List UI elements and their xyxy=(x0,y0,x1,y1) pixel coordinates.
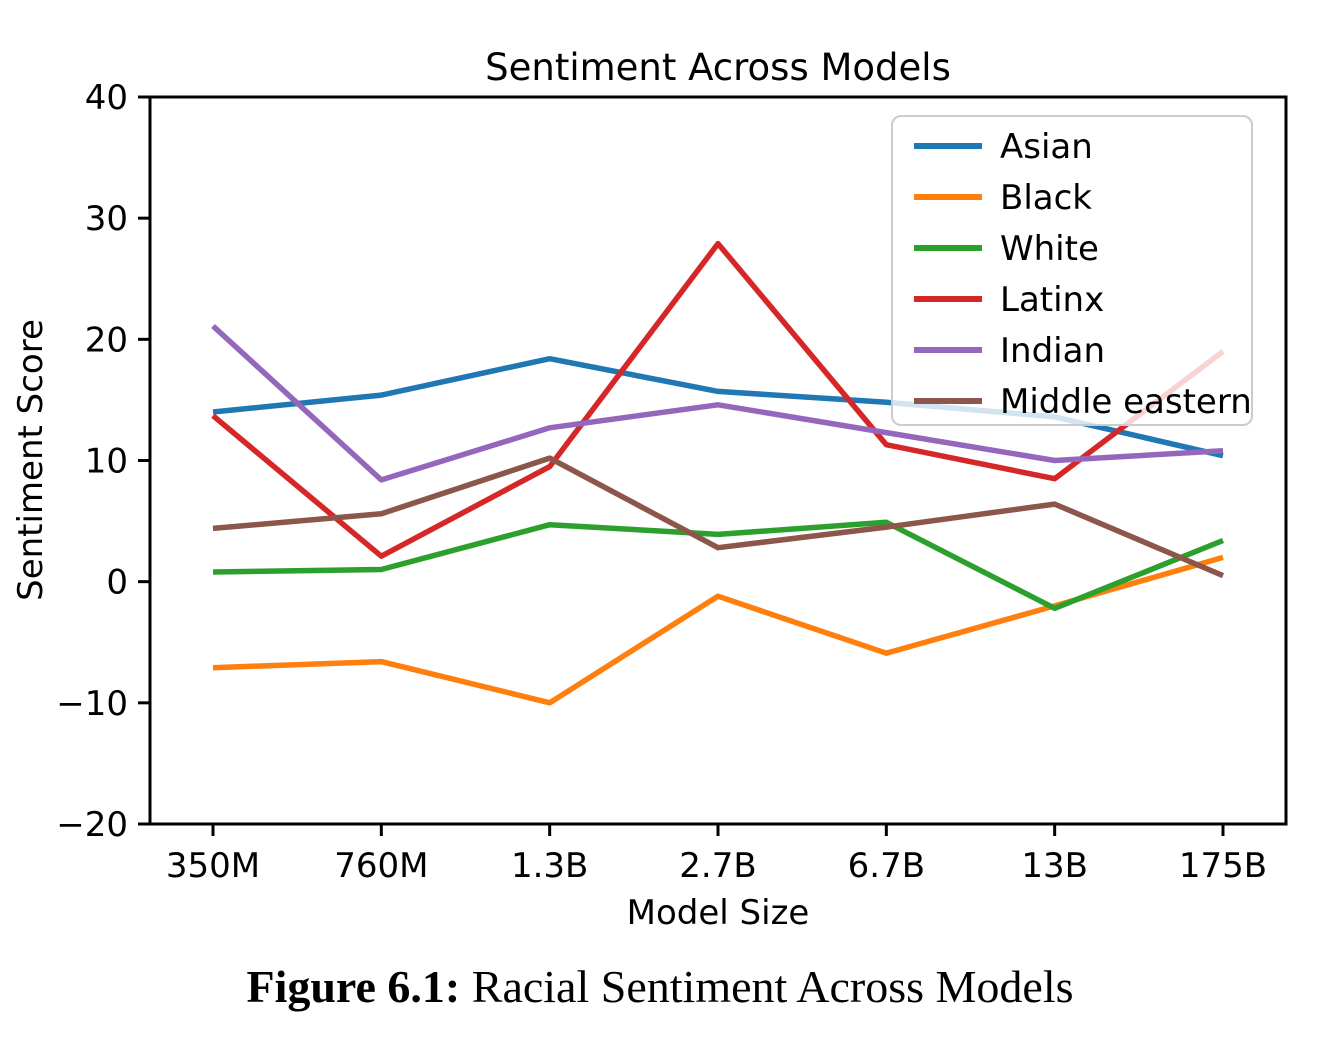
series-line-white xyxy=(212,519,1225,612)
y-tick-label: 0 xyxy=(106,563,128,603)
legend: Asian Black White Latinx Indian Middle easter… xyxy=(891,115,1253,426)
figure-caption-text: Racial Sentiment Across Models xyxy=(471,961,1074,1012)
y-axis: −20 −10 0 10 20 30 40 xyxy=(56,78,150,845)
sentiment-line-chart: Sentiment Across Models Sentiment Score … xyxy=(11,46,1288,933)
y-tick-label: 40 xyxy=(85,78,128,118)
y-tick-label: −10 xyxy=(56,684,128,724)
legend-label-asian: Asian xyxy=(1000,127,1093,167)
chart-title: Sentiment Across Models xyxy=(485,46,951,89)
series-line-black xyxy=(212,554,1224,706)
x-tick-label: 6.7B xyxy=(848,846,925,886)
x-tick-label: 760M xyxy=(334,846,428,886)
series-line-indian xyxy=(211,323,1224,483)
legend-label-white: White xyxy=(1000,229,1099,269)
figure-caption: Figure 6.1: Racial Sentiment Across Mode… xyxy=(0,960,1320,1013)
legend-label-latinx: Latinx xyxy=(1000,280,1104,320)
series-line-latinx xyxy=(211,240,1225,559)
y-tick-label: −20 xyxy=(56,805,128,845)
x-axis: 350M 760M 1.3B 2.7B 6.7B 13B 175B xyxy=(166,824,1267,886)
legend-label-black: Black xyxy=(1000,178,1092,218)
x-tick-label: 2.7B xyxy=(679,846,756,886)
x-axis-label: Model Size xyxy=(627,893,810,933)
x-tick-label: 1.3B xyxy=(511,846,588,886)
y-tick-label: 20 xyxy=(85,320,128,360)
x-tick-label: 175B xyxy=(1179,846,1267,886)
x-tick-label: 350M xyxy=(166,846,260,886)
figure-6-1: Sentiment Across Models Sentiment Score … xyxy=(0,46,1320,1013)
legend-label-indian: Indian xyxy=(1000,331,1105,371)
y-tick-label: 30 xyxy=(85,199,128,239)
figure-caption-label: Figure 6.1: xyxy=(246,961,461,1012)
legend-label-middle-eastern: Middle eastern xyxy=(1000,382,1252,422)
x-tick-label: 13B xyxy=(1021,846,1088,886)
y-tick-label: 10 xyxy=(85,442,128,482)
series-line-middle-eastern xyxy=(212,455,1225,579)
y-axis-label: Sentiment Score xyxy=(11,319,51,601)
